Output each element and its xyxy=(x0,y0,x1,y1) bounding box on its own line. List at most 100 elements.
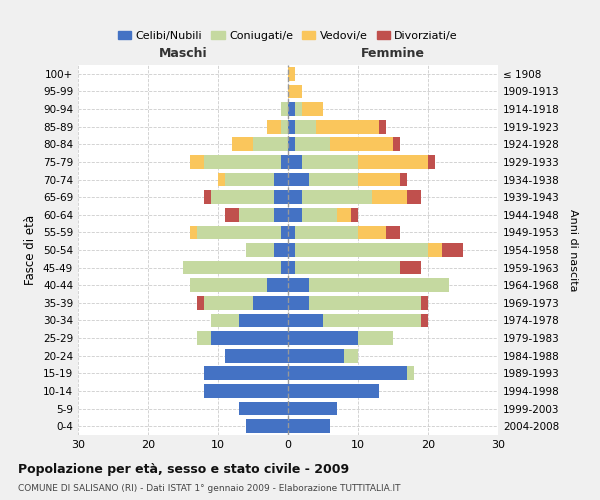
Bar xyxy=(400,260,421,274)
Bar xyxy=(253,138,288,151)
Text: COMUNE DI SALISANO (RI) - Dati ISTAT 1° gennaio 2009 - Elaborazione TUTTITALIA.I: COMUNE DI SALISANO (RI) - Dati ISTAT 1° … xyxy=(18,484,401,493)
Bar xyxy=(323,314,421,328)
Bar xyxy=(295,138,330,151)
Bar xyxy=(288,120,295,134)
Bar xyxy=(225,349,288,362)
Bar xyxy=(400,172,407,186)
Bar xyxy=(204,155,281,169)
Bar xyxy=(211,190,274,204)
Bar xyxy=(421,314,428,328)
Bar xyxy=(204,366,288,380)
Bar xyxy=(190,278,267,292)
Bar xyxy=(358,226,386,239)
Bar xyxy=(309,278,449,292)
Bar xyxy=(204,384,288,398)
Bar xyxy=(302,155,358,169)
Bar xyxy=(211,314,239,328)
Bar xyxy=(295,243,428,257)
Bar xyxy=(358,172,400,186)
Bar xyxy=(246,420,288,433)
Bar xyxy=(253,296,288,310)
Bar xyxy=(442,243,463,257)
Bar xyxy=(288,67,295,80)
Bar xyxy=(302,190,372,204)
Bar xyxy=(288,349,344,362)
Bar xyxy=(281,120,288,134)
Bar xyxy=(344,349,358,362)
Bar xyxy=(288,138,295,151)
Bar xyxy=(204,296,253,310)
Bar xyxy=(274,172,288,186)
Bar xyxy=(288,296,309,310)
Bar xyxy=(267,278,288,292)
Bar xyxy=(309,172,358,186)
Bar xyxy=(274,190,288,204)
Bar xyxy=(288,84,302,98)
Bar xyxy=(197,226,281,239)
Bar xyxy=(351,208,358,222)
Bar xyxy=(211,331,288,345)
Bar xyxy=(274,243,288,257)
Bar xyxy=(288,366,407,380)
Bar xyxy=(232,138,253,151)
Bar xyxy=(190,155,204,169)
Text: Popolazione per età, sesso e stato civile - 2009: Popolazione per età, sesso e stato civil… xyxy=(18,462,349,475)
Bar xyxy=(239,314,288,328)
Bar xyxy=(407,366,414,380)
Bar xyxy=(288,208,302,222)
Bar xyxy=(225,172,274,186)
Bar xyxy=(281,102,288,116)
Bar xyxy=(428,155,435,169)
Y-axis label: Anni di nascita: Anni di nascita xyxy=(568,209,578,291)
Bar xyxy=(295,260,400,274)
Bar xyxy=(295,120,316,134)
Bar xyxy=(288,102,295,116)
Legend: Celibi/Nubili, Coniugati/e, Vedovi/e, Divorziati/e: Celibi/Nubili, Coniugati/e, Vedovi/e, Di… xyxy=(113,26,463,45)
Bar xyxy=(421,296,428,310)
Bar xyxy=(267,120,281,134)
Bar xyxy=(428,243,442,257)
Bar xyxy=(358,155,428,169)
Bar xyxy=(288,155,302,169)
Bar xyxy=(281,260,288,274)
Bar xyxy=(288,226,295,239)
Bar xyxy=(197,296,204,310)
Bar xyxy=(183,260,281,274)
Bar xyxy=(309,296,421,310)
Text: Maschi: Maschi xyxy=(158,46,208,60)
Bar xyxy=(393,138,400,151)
Bar xyxy=(288,402,337,415)
Bar xyxy=(288,190,302,204)
Bar xyxy=(288,243,295,257)
Bar xyxy=(288,278,309,292)
Bar xyxy=(407,190,421,204)
Bar xyxy=(190,226,197,239)
Bar xyxy=(379,120,386,134)
Bar xyxy=(316,120,379,134)
Bar xyxy=(295,102,302,116)
Bar xyxy=(288,384,379,398)
Bar xyxy=(372,190,407,204)
Bar xyxy=(288,331,358,345)
Bar xyxy=(204,190,211,204)
Bar xyxy=(225,208,239,222)
Bar xyxy=(337,208,351,222)
Bar xyxy=(288,420,330,433)
Bar xyxy=(358,331,393,345)
Y-axis label: Fasce di età: Fasce di età xyxy=(25,215,37,285)
Bar xyxy=(302,102,323,116)
Bar xyxy=(288,260,295,274)
Bar xyxy=(386,226,400,239)
Bar xyxy=(239,208,274,222)
Bar xyxy=(239,402,288,415)
Bar xyxy=(274,208,288,222)
Bar xyxy=(302,208,337,222)
Bar xyxy=(288,314,323,328)
Bar xyxy=(288,172,309,186)
Bar xyxy=(218,172,225,186)
Bar xyxy=(197,331,211,345)
Bar xyxy=(246,243,274,257)
Bar xyxy=(295,226,358,239)
Bar xyxy=(330,138,393,151)
Bar xyxy=(281,155,288,169)
